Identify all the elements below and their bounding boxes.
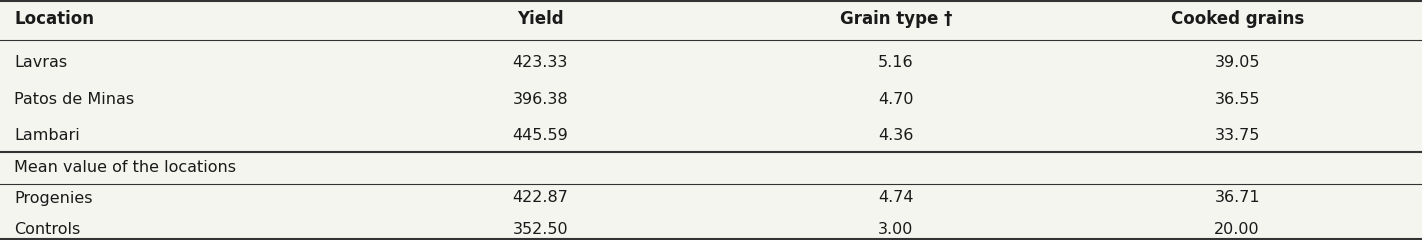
Text: 4.36: 4.36 (879, 128, 913, 143)
Text: 445.59: 445.59 (512, 128, 569, 143)
Text: 5.16: 5.16 (877, 55, 914, 70)
Text: 4.70: 4.70 (879, 92, 913, 107)
Text: 36.55: 36.55 (1214, 92, 1260, 107)
Text: 36.71: 36.71 (1214, 191, 1260, 205)
Text: 33.75: 33.75 (1214, 128, 1260, 143)
Text: Lavras: Lavras (14, 55, 67, 70)
Text: Controls: Controls (14, 222, 81, 237)
Text: Cooked grains: Cooked grains (1170, 10, 1304, 28)
Text: Grain type †: Grain type † (839, 10, 953, 28)
Text: 352.50: 352.50 (512, 222, 569, 237)
Text: 20.00: 20.00 (1214, 222, 1260, 237)
Text: 396.38: 396.38 (512, 92, 569, 107)
Text: Yield: Yield (518, 10, 563, 28)
Text: 4.74: 4.74 (879, 191, 913, 205)
Text: Progenies: Progenies (14, 191, 92, 205)
Text: Patos de Minas: Patos de Minas (14, 92, 134, 107)
Text: Mean value of the locations: Mean value of the locations (14, 161, 236, 175)
Text: Lambari: Lambari (14, 128, 80, 143)
Text: 423.33: 423.33 (513, 55, 567, 70)
Text: 3.00: 3.00 (879, 222, 913, 237)
Text: 39.05: 39.05 (1214, 55, 1260, 70)
Text: 422.87: 422.87 (512, 191, 569, 205)
Text: Location: Location (14, 10, 94, 28)
